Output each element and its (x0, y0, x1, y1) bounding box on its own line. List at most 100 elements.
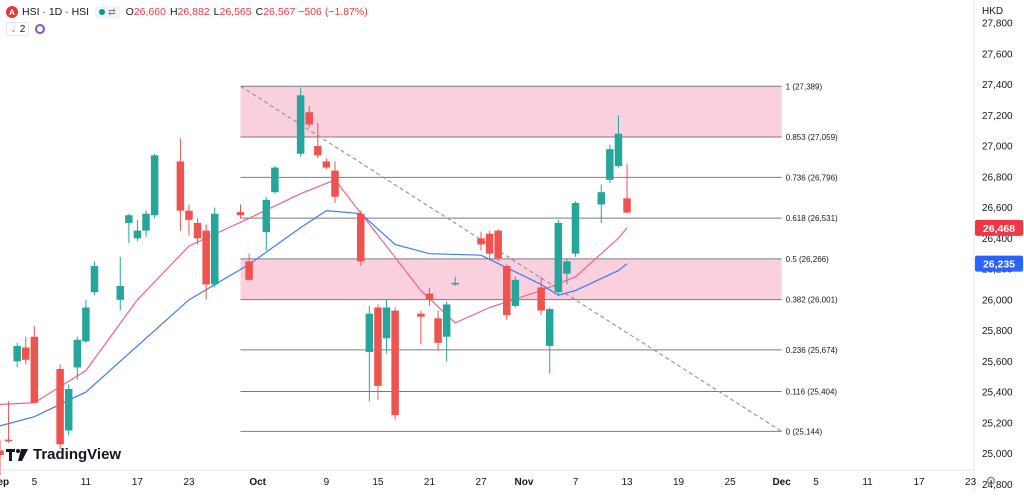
swirl-icon[interactable] (35, 24, 46, 34)
x-tick-label: 5 (32, 477, 38, 488)
indicators-toggle[interactable]: ⌄ 2 (6, 22, 30, 36)
x-tick-label: 23 (965, 477, 977, 488)
candle-body (417, 313, 425, 317)
gear-icon[interactable]: ⚙ (985, 474, 997, 488)
chart-header: A HSI · 1D · HSI ⇄ O 26,660 H 26,882 L 26,5… (6, 4, 372, 20)
candle-body (56, 369, 64, 445)
candle-body (245, 261, 253, 280)
candle-body (606, 149, 614, 180)
ma-fast-price-tag (975, 219, 1023, 236)
candle-body (365, 313, 374, 353)
y-tick-label: 26,600 (982, 203, 1013, 214)
x-tick-label: 9 (324, 477, 330, 488)
candle-body (22, 347, 30, 360)
y-tick-label: 26,400 (982, 234, 1013, 245)
swap-icon: ⇄ (108, 6, 116, 17)
x-tick-label: 23 (183, 477, 195, 488)
x-tick-label: 15 (372, 477, 384, 488)
fib-level-label: 0.382 (26,001) (786, 296, 838, 305)
candle-body (64, 388, 73, 431)
y-tick-label: 27,000 (982, 142, 1013, 153)
x-tick-label: 11 (862, 477, 873, 488)
fib-zone (240, 86, 782, 137)
candle-body (0, 450, 4, 456)
y-tick-label: 27,600 (982, 49, 1013, 60)
ma-slow-line (0, 209, 628, 427)
fib-level-label: 1 (27,389) (786, 82, 823, 91)
candle-body (511, 279, 520, 306)
y-tick-label: 24,800 (982, 480, 1013, 491)
candle-body (176, 161, 185, 211)
candles (0, 87, 631, 476)
fib-level-label: 0.116 (25,404) (786, 387, 838, 396)
x-tick-label: 5 (813, 477, 819, 488)
x-tick-label: 17 (914, 477, 926, 488)
ma-slow-price-tag (975, 255, 1023, 272)
candle-body (262, 199, 271, 233)
low-value: 26,565 (219, 6, 252, 18)
candle-body (425, 293, 434, 300)
fib-level-label: 0.736 (26,796) (786, 173, 838, 182)
y-tick-label: 25,600 (982, 357, 1013, 368)
y-tick-label: 25,400 (982, 388, 1013, 399)
x-tick-label: 11 (81, 477, 92, 488)
fib-level-label: 0.853 (27,059) (786, 133, 838, 142)
x-tick-label: Dec (772, 477, 791, 488)
ma-fast-price-tag-label: 26,468 (983, 223, 1015, 235)
candle-body (142, 213, 150, 231)
candle-body (236, 212, 245, 216)
open-value: 26,660 (133, 6, 166, 18)
candle-body (494, 230, 502, 259)
high-label: H (169, 6, 178, 18)
x-tick-label: 19 (673, 477, 685, 488)
candle-body (442, 304, 451, 337)
live-status[interactable]: ⇄ (95, 5, 120, 19)
candle-body (382, 307, 391, 339)
candle-body (125, 215, 133, 223)
candle-body (451, 282, 459, 285)
live-dot-icon (99, 9, 106, 15)
candle-body (90, 265, 99, 293)
fib-level-label: 0.5 (26,266) (786, 255, 829, 264)
tradingview-logo[interactable]: TradingView (6, 446, 121, 463)
candle-body (391, 310, 399, 416)
candle-body (150, 155, 159, 216)
candle-body (314, 146, 322, 156)
high-value: 26,882 (177, 6, 210, 18)
candle-body (271, 167, 279, 193)
fib-level-label: 0.618 (26,531) (786, 214, 838, 223)
candle-body (4, 439, 13, 442)
y-tick-label: 25,800 (982, 326, 1013, 337)
candle-body (305, 112, 313, 125)
candle-body (193, 222, 202, 239)
indicator-bar: ⌄ 2 (6, 22, 46, 36)
candle-body (185, 210, 193, 220)
x-tick-label: 21 (424, 477, 436, 488)
symbol-badge-icon[interactable]: A (6, 6, 18, 18)
candle-body (623, 198, 631, 213)
x-tick-label: Nov (515, 477, 534, 488)
y-tick-label: 25,200 (982, 418, 1013, 429)
fibonacci-retracement[interactable]: 1 (27,389) 0.853 (27,059) 0.736 (26,796) 0.… (240, 82, 839, 436)
x-tick-label: 13 (621, 477, 633, 488)
x-tick-label: Sep (0, 477, 9, 488)
candle-body (296, 95, 305, 154)
candle-body (537, 287, 545, 311)
y-tick-label: 27,200 (982, 111, 1013, 122)
y-tick-label: 27,800 (982, 19, 1013, 30)
symbol-title[interactable]: HSI · 1D · HSI (22, 6, 90, 18)
candle-body (13, 345, 21, 362)
indicator-count: 2 (19, 23, 26, 35)
tradingview-logo-icon (6, 448, 28, 461)
x-tick-label: Oct (249, 477, 266, 488)
candle-body (331, 170, 339, 197)
candle-body (563, 261, 571, 274)
low-label: L (213, 6, 220, 18)
candle-body (133, 230, 142, 239)
candle-body (116, 285, 125, 300)
fib-level-label: 0 (25,144) (786, 427, 823, 436)
y-tick-label: 26,800 (982, 172, 1013, 183)
